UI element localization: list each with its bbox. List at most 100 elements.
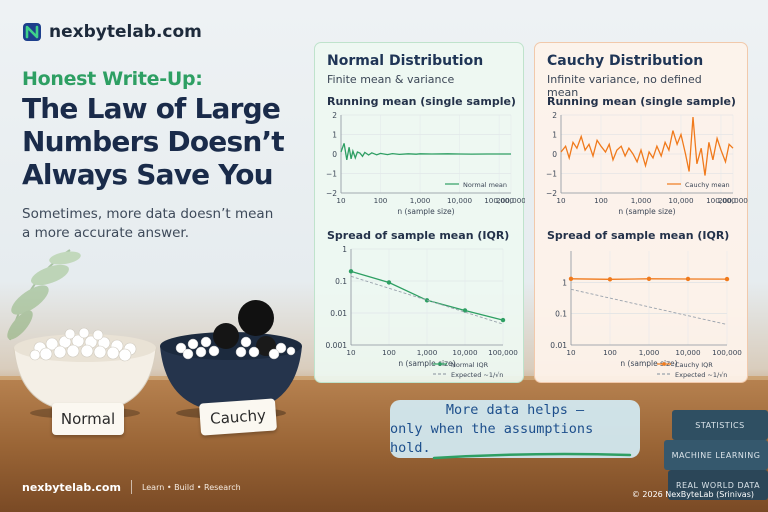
y-tick-label: 1 xyxy=(332,131,337,140)
legend-label: Cauchy IQR xyxy=(675,361,713,369)
hero: Honest Write-Up: The Law of Large Number… xyxy=(22,68,312,243)
x-tick-label: 100,000 xyxy=(488,348,518,357)
legend-label: Normal mean xyxy=(463,181,507,189)
book-stack: STATISTICS MACHINE LEARNING REAL WORLD D… xyxy=(660,400,768,512)
y-tick-label: 0.1 xyxy=(555,310,567,319)
cauchy-panel-title: Cauchy Distribution xyxy=(547,53,704,69)
data-point xyxy=(724,276,730,282)
x-tick-label: 10 xyxy=(336,196,346,205)
x-tick-label: 1,000 xyxy=(631,196,652,205)
chart-title: Running mean (single sample) xyxy=(327,95,516,108)
x-tick-label: 1,000 xyxy=(639,348,660,357)
y-tick-label: 0 xyxy=(552,150,557,159)
hero-headline: The Law of Large Numbers Doesn’t Always … xyxy=(22,92,312,191)
data-point xyxy=(386,280,392,285)
takeaway-note: More data helps — only when the assumpti… xyxy=(390,400,640,458)
headline-line: The Law of Large xyxy=(22,92,281,125)
data-point xyxy=(568,276,574,281)
legend-label: Expected ~1/√n xyxy=(675,371,727,379)
x-tick-label: 100 xyxy=(594,196,608,205)
series-line xyxy=(350,275,504,325)
x-axis-label: n (sample size) xyxy=(618,207,675,216)
y-tick-label: 0.001 xyxy=(326,341,348,350)
plant-illustration xyxy=(7,249,81,341)
note-underline xyxy=(432,452,632,460)
data-point xyxy=(685,276,691,282)
y-tick-label: 2 xyxy=(552,111,557,120)
hero-kicker: Honest Write-Up: xyxy=(22,68,203,90)
headline-line: Always Save You xyxy=(22,158,274,191)
legend-marker xyxy=(438,362,442,366)
x-axis-label: n (sample size) xyxy=(398,359,455,368)
footer: nexbytelab.com Learn • Build • Research xyxy=(22,480,241,494)
y-tick-label: 1 xyxy=(552,131,557,140)
x-tick-label: 200,000 xyxy=(496,196,525,205)
y-tick-label: 1 xyxy=(562,278,567,287)
y-tick-label: −1 xyxy=(326,170,337,179)
brand[interactable]: nexbytelab.com xyxy=(22,22,202,42)
cauchy-bowl-illustration xyxy=(160,300,302,419)
y-tick-label: 0.01 xyxy=(330,309,347,318)
x-tick-label: 1,000 xyxy=(417,348,438,357)
x-tick-label: 100,000 xyxy=(484,196,514,205)
normal-panel-title: Normal Distribution xyxy=(327,53,484,69)
data-point xyxy=(607,277,613,282)
x-axis-label: n (sample size) xyxy=(397,207,454,216)
y-tick-label: 0.01 xyxy=(550,341,567,350)
note-line: only when the assumptions hold. xyxy=(390,420,594,456)
x-tick-label: 1,000 xyxy=(410,196,431,205)
normal-bowl-illustration xyxy=(13,327,157,419)
x-tick-label: 10,000 xyxy=(668,196,694,205)
note-line: More data helps — xyxy=(445,401,585,418)
legend-label: Expected ~1/√n xyxy=(451,371,503,379)
x-tick-label: 100 xyxy=(603,348,617,357)
legend-label: Normal IQR xyxy=(451,361,489,369)
x-tick-label: 10,000 xyxy=(447,196,473,205)
headline-line: Numbers Doesn’t xyxy=(22,125,285,158)
x-tick-label: 100 xyxy=(382,348,396,357)
y-tick-label: −2 xyxy=(326,189,337,198)
footer-links[interactable]: Learn • Build • Research xyxy=(141,482,241,492)
x-tick-label: 10 xyxy=(346,348,356,357)
chart-title: Running mean (single sample) xyxy=(547,95,736,108)
x-tick-label: 200,000 xyxy=(718,196,748,205)
x-tick-label: 10 xyxy=(556,196,566,205)
hero-subtitle: Sometimes, more data doesn’t mean a more… xyxy=(22,205,312,243)
book: MACHINE LEARNING xyxy=(664,440,768,470)
subtitle-line: Sometimes, more data doesn’t mean xyxy=(22,206,274,222)
book: REAL WORLD DATA xyxy=(668,470,768,500)
y-tick-label: 0.1 xyxy=(335,277,347,286)
cauchy-panel-subtitle: Infinite variance, no defined mean xyxy=(547,73,702,99)
x-tick-label: 100 xyxy=(374,196,388,205)
chart-title: Spread of sample mean (IQR) xyxy=(547,229,730,242)
subtitle-line: a more accurate answer. xyxy=(22,225,190,241)
x-tick-label: 10,000 xyxy=(452,348,478,357)
series-line xyxy=(570,288,728,325)
data-point xyxy=(462,308,468,313)
normal-bowl-label: Normal xyxy=(52,403,124,435)
data-point xyxy=(500,317,506,323)
x-tick-label: 10,000 xyxy=(675,348,701,357)
brand-logo-icon xyxy=(23,23,41,41)
y-tick-label: −2 xyxy=(546,189,557,198)
data-point xyxy=(424,298,430,303)
data-point xyxy=(348,269,354,274)
chart-title: Spread of sample mean (IQR) xyxy=(327,229,510,242)
legend-marker xyxy=(662,362,666,366)
y-tick-label: 0 xyxy=(332,150,337,159)
book: STATISTICS xyxy=(672,410,768,440)
brand-name: nexbytelab.com xyxy=(49,22,202,42)
x-tick-label: 10 xyxy=(566,348,576,357)
series-line xyxy=(340,143,511,161)
series-line xyxy=(560,116,734,176)
footer-brand[interactable]: nexbytelab.com xyxy=(22,480,121,494)
x-axis-label: n (sample size) xyxy=(620,359,677,368)
y-tick-label: −1 xyxy=(546,170,557,179)
cauchy-panel: Cauchy Distribution Infinite variance, n… xyxy=(534,42,748,383)
x-tick-label: 100,000 xyxy=(706,196,736,205)
footer-divider xyxy=(130,480,132,494)
normal-panel: Normal Distribution Finite mean & varian… xyxy=(314,42,525,383)
